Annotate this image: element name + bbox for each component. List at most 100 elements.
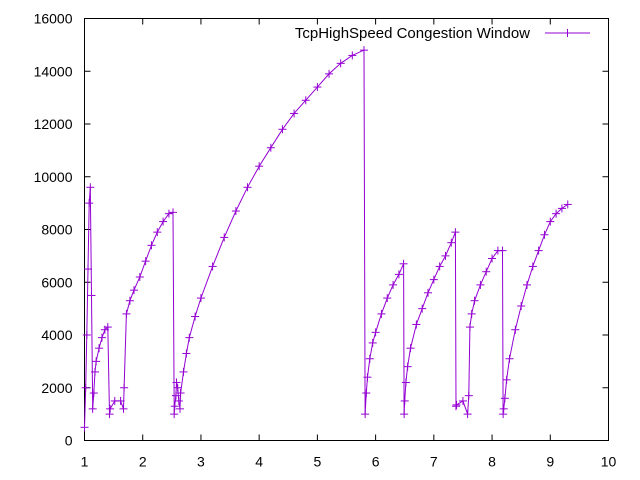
- data-point: [196, 294, 205, 303]
- data-point: [401, 378, 410, 387]
- legend: TcpHighSpeed Congestion Window: [295, 25, 590, 42]
- data-point: [159, 217, 168, 226]
- x-axis: 1 2 3 4 5 6 7 8 9 10: [81, 18, 617, 470]
- x-tick-label: 5: [313, 454, 321, 470]
- data-point: [502, 375, 511, 384]
- data-point: [488, 254, 497, 263]
- x-tick-label: 2: [139, 454, 147, 470]
- data-point: [290, 109, 299, 118]
- data-point: [171, 391, 180, 400]
- data-point: [185, 333, 194, 342]
- data-point: [129, 286, 138, 295]
- data-point: [463, 410, 472, 419]
- data-point: [458, 396, 467, 405]
- data-point: [498, 246, 507, 255]
- data-point: [325, 69, 334, 78]
- data-point: [176, 389, 185, 398]
- plot-frame: [84, 18, 609, 441]
- data-point: [465, 323, 474, 332]
- y-tick-label: 4000: [41, 327, 72, 343]
- x-tick-label: 8: [488, 454, 496, 470]
- data-point: [125, 296, 134, 305]
- data-point: [105, 410, 114, 419]
- data-point: [464, 391, 473, 400]
- data-point: [90, 367, 99, 376]
- data-point: [522, 280, 531, 289]
- data-point: [400, 410, 409, 419]
- data-point: [499, 410, 508, 419]
- data-point: [546, 217, 555, 226]
- data-point: [208, 262, 217, 271]
- data-point: [505, 354, 514, 363]
- data-point: [441, 251, 450, 260]
- data-point: [403, 362, 412, 371]
- data-point: [182, 349, 191, 358]
- data-point: [557, 204, 566, 213]
- data-point: [82, 331, 91, 339]
- y-tick-label: 16000: [34, 11, 73, 27]
- data-point: [147, 241, 156, 250]
- data-point: [400, 396, 409, 405]
- series-line: [84, 49, 568, 428]
- data-point: [482, 267, 491, 276]
- data-point: [255, 162, 264, 171]
- x-tick-label: 10: [601, 454, 617, 470]
- data-point: [467, 309, 476, 318]
- data-point: [80, 423, 89, 432]
- data-point: [362, 389, 371, 398]
- data-point: [470, 296, 479, 305]
- data-point: [191, 312, 200, 321]
- data-point: [170, 410, 179, 419]
- data-point: [383, 294, 392, 303]
- x-tick-label: 7: [430, 454, 438, 470]
- data-point: [83, 265, 92, 274]
- data-point: [363, 373, 372, 382]
- data-point: [511, 325, 520, 334]
- data-point: [377, 309, 386, 318]
- y-tick-label: 6000: [41, 274, 72, 290]
- legend-marker: [563, 29, 572, 37]
- data-point: [266, 143, 275, 152]
- data-point: [452, 400, 461, 409]
- data-point: [135, 272, 144, 281]
- data-point: [371, 328, 380, 337]
- y-tick-label: 8000: [41, 222, 72, 238]
- data-point: [85, 199, 94, 208]
- x-tick-label: 3: [197, 454, 205, 470]
- x-tick-label: 6: [372, 454, 380, 470]
- data-point: [368, 338, 377, 347]
- data-point: [278, 125, 287, 134]
- data-point: [451, 228, 460, 237]
- data-point: [89, 389, 98, 398]
- data-point: [394, 270, 403, 279]
- data-point: [359, 46, 368, 55]
- data-point: [563, 200, 572, 209]
- data-point: [424, 288, 433, 297]
- x-tick-label: 1: [81, 454, 89, 470]
- data-point: [552, 209, 561, 218]
- data-point: [540, 230, 549, 239]
- legend-label: TcpHighSpeed Congestion Window: [295, 25, 530, 42]
- data-point: [435, 262, 444, 271]
- y-axis: 0 2000 4000 6000 8000 10000 12000 14000 16000: [34, 11, 609, 449]
- data-point: [106, 404, 115, 413]
- data-point: [365, 354, 374, 363]
- x-tick-label: 4: [255, 454, 263, 470]
- data-point: [97, 333, 106, 342]
- y-tick-label: 14000: [34, 63, 73, 79]
- data-point: [412, 320, 421, 329]
- y-tick-label: 2000: [41, 380, 72, 396]
- data-point: [313, 83, 322, 92]
- data-point: [220, 233, 229, 242]
- data-point: [451, 402, 460, 411]
- data-point: [174, 396, 183, 405]
- data-point: [517, 301, 526, 310]
- data-point: [87, 291, 96, 300]
- series-layer: [80, 46, 572, 432]
- data-point: [95, 344, 104, 353]
- data-point: [231, 207, 240, 216]
- data-point: [429, 275, 438, 284]
- data-point: [179, 367, 188, 376]
- data-point: [116, 396, 125, 405]
